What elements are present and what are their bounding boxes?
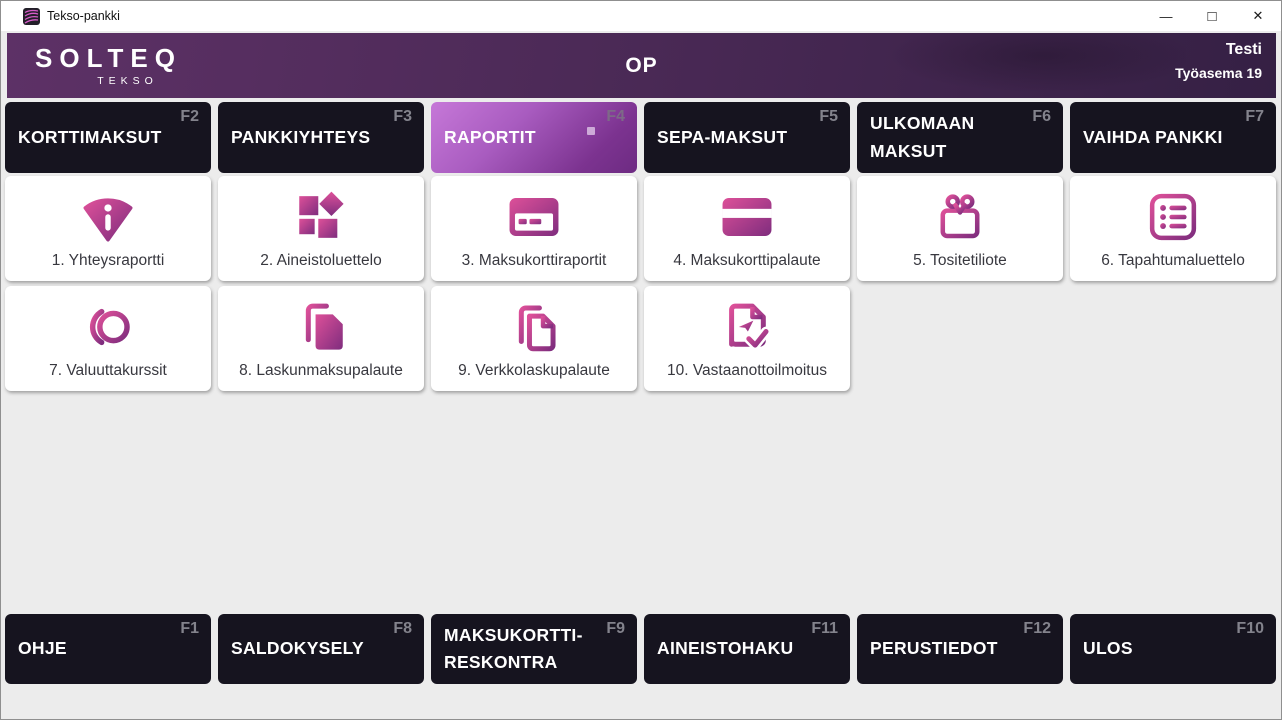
fkey-label: F8 xyxy=(393,620,412,637)
menu-item-label: 10. Vastaanottoilmoitus xyxy=(667,362,827,379)
app-header: SOLTEQ TEKSO OP Testi Työasema 19 xyxy=(7,33,1276,98)
app-icon xyxy=(23,7,40,25)
button-label: OHJE xyxy=(18,638,67,659)
menu-item-label: 1. Yhteysraportti xyxy=(51,252,165,269)
fkey-label: F2 xyxy=(180,108,199,125)
window-title: Tekso-pankki xyxy=(47,9,120,23)
minimize-icon[interactable]: — xyxy=(1159,8,1173,24)
bank-name: OP xyxy=(625,53,658,77)
menu-item-tositetiliote[interactable]: 5. Tositetiliote xyxy=(857,176,1063,281)
titlebar: Tekso-pankki — □ ✕ xyxy=(1,1,1281,31)
menu-item-valuuttakurssit[interactable]: 7. Valuuttakurssit xyxy=(5,286,211,391)
fkey-label: F1 xyxy=(180,620,199,637)
menu-item-label: 9. Verkkolaskupalaute xyxy=(458,362,610,379)
button-label: ULOS xyxy=(1083,638,1133,659)
menu-row-1: 1. Yhteysraportti 2. Aineistoluettelo xyxy=(5,176,1276,281)
bottom-margin xyxy=(1,684,1281,719)
button-sepa-maksut[interactable]: SEPA-MAKSUT F5 xyxy=(644,102,850,173)
bullet-list-icon xyxy=(1144,176,1202,252)
menu-item-yhteysraportti[interactable]: 1. Yhteysraportti xyxy=(5,176,211,281)
fkey-label: F7 xyxy=(1245,108,1264,125)
content-background xyxy=(1,391,1281,614)
workstation-label: Työasema 19 xyxy=(1175,65,1262,81)
menu-item-aineistoluettelo[interactable]: 2. Aineistoluettelo xyxy=(218,176,424,281)
squares-icon xyxy=(292,176,350,252)
menu-item-label: 6. Tapahtumaluettelo xyxy=(1101,252,1245,269)
maximize-icon[interactable]: □ xyxy=(1207,7,1217,25)
menu-item-tapahtumaluettelo[interactable]: 6. Tapahtumaluettelo xyxy=(1070,176,1276,281)
cursor-dot xyxy=(587,127,595,135)
button-raportit-active[interactable]: RAPORTIT F4 xyxy=(431,102,637,173)
documents-filled-icon xyxy=(292,286,350,362)
menu-item-maksukorttiraportit[interactable]: 3. Maksukorttiraportit xyxy=(431,176,637,281)
top-function-key-row: KORTTIMAKSUT F2 PANKKIYHTEYS F3 RAPORTIT… xyxy=(5,102,1276,173)
fkey-label: F12 xyxy=(1023,620,1051,637)
button-label: PERUSTIEDOT xyxy=(870,638,998,659)
menu-item-label: 5. Tositetiliote xyxy=(913,252,1007,269)
button-label: KORTTIMAKSUT xyxy=(18,126,162,147)
button-label: VAIHDA PANKKI xyxy=(1083,126,1223,147)
signal-info-icon xyxy=(79,176,137,252)
bottom-function-key-row: OHJE F1 SALDOKYSELY F8 MAKSUKORTTI-RESKO… xyxy=(5,614,1276,684)
menu-item-label: 8. Laskunmaksupalaute xyxy=(239,362,403,379)
button-saldokysely[interactable]: SALDOKYSELY F8 xyxy=(218,614,424,684)
user-info: Testi Työasema 19 xyxy=(1175,41,1262,81)
fkey-label: F6 xyxy=(1032,108,1051,125)
menu-item-label: 7. Valuuttakurssit xyxy=(49,362,167,379)
fkey-label: F10 xyxy=(1236,620,1264,637)
menu-item-label: 2. Aineistoluettelo xyxy=(260,252,382,269)
window-controls: — □ ✕ xyxy=(1143,1,1281,31)
button-label: PANKKIYHTEYS xyxy=(231,126,371,147)
button-label: MAKSUKORTTI-RESKONTRA xyxy=(444,624,583,672)
button-vaihda-pankki[interactable]: VAIHDA PANKKI F7 xyxy=(1070,102,1276,173)
fkey-label: F4 xyxy=(606,108,625,125)
fkey-label: F11 xyxy=(811,620,838,637)
close-icon[interactable]: ✕ xyxy=(1252,8,1264,23)
menu-item-vastaanottoilmoitus[interactable]: 10. Vastaanottoilmoitus xyxy=(644,286,850,391)
button-korttimaksut[interactable]: KORTTIMAKSUT F2 xyxy=(5,102,211,173)
payment-card-stripe-icon xyxy=(718,176,776,252)
menu-row-2: 7. Valuuttakurssit 8. Laskunmaksupalaute… xyxy=(5,286,1276,391)
user-name: Testi xyxy=(1225,41,1262,58)
currency-circles-icon xyxy=(79,286,137,362)
button-ulos[interactable]: ULOS F10 xyxy=(1070,614,1276,684)
fkey-label: F9 xyxy=(606,620,625,637)
document-sent-check-icon xyxy=(718,286,776,362)
menu-item-maksukorttipalaute[interactable]: 4. Maksukorttipalaute xyxy=(644,176,850,281)
button-ulkomaan-maksut[interactable]: ULKOMAAN MAKSUT F6 xyxy=(857,102,1063,173)
button-label: SALDOKYSELY xyxy=(231,638,364,659)
button-ohje[interactable]: OHJE F1 xyxy=(5,614,211,684)
solteq-logo: SOLTEQ TEKSO xyxy=(35,43,182,87)
fkey-label: F3 xyxy=(393,108,412,125)
button-perustiedot[interactable]: PERUSTIEDOT F12 xyxy=(857,614,1063,684)
button-label: AINEISTOHAKU xyxy=(657,638,794,659)
button-pankkiyhteys[interactable]: PANKKIYHTEYS F3 xyxy=(218,102,424,173)
menu-item-verkkolaskupalaute[interactable]: 9. Verkkolaskupalaute xyxy=(431,286,637,391)
menu-item-laskunmaksupalaute[interactable]: 8. Laskunmaksupalaute xyxy=(218,286,424,391)
logo-subtext: TEKSO xyxy=(97,75,158,87)
documents-outline-icon xyxy=(505,286,563,362)
logo-text: SOLTEQ xyxy=(35,43,182,73)
receipt-gift-icon xyxy=(931,176,989,252)
button-label: SEPA-MAKSUT xyxy=(657,126,788,147)
menu-item-label: 4. Maksukorttipalaute xyxy=(673,252,821,269)
button-label: ULKOMAAN MAKSUT xyxy=(870,113,975,161)
menu-item-label: 3. Maksukorttiraportit xyxy=(461,252,607,269)
button-label: RAPORTIT xyxy=(444,126,536,147)
button-maksukortti-reskontra[interactable]: MAKSUKORTTI-RESKONTRA F9 xyxy=(431,614,637,684)
button-aineistohaku[interactable]: AINEISTOHAKU F11 xyxy=(644,614,850,684)
fkey-label: F5 xyxy=(819,108,838,125)
payment-card-details-icon xyxy=(505,176,563,252)
